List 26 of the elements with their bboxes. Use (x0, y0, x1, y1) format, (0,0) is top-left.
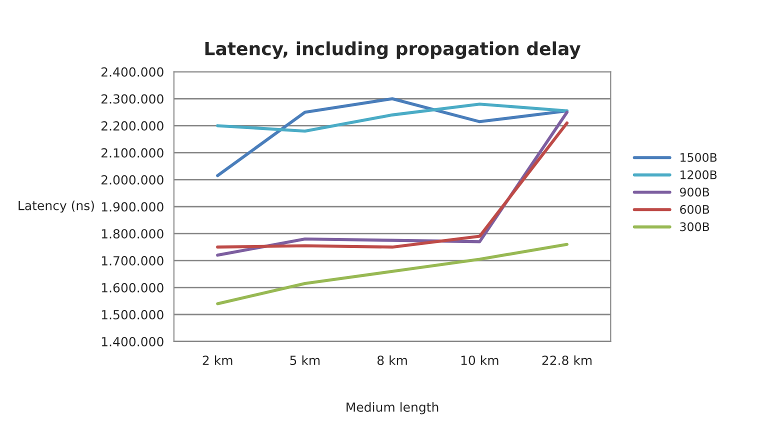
y-tick-label: 1.800.000 (102, 229, 164, 239)
y-axis-title: Latency (ns) (18, 200, 94, 213)
y-tick-label: 2.200.000 (102, 121, 164, 131)
line-series (216, 102, 569, 133)
y-tick-label: 2.100.000 (102, 148, 164, 158)
x-tick-label: 2 km (202, 355, 232, 365)
x-tick-label: 22.8 km (542, 355, 592, 366)
legend-label: 600B (680, 204, 710, 214)
x-tick-label: 10 km (461, 355, 498, 366)
legend-label: 900B (680, 188, 710, 197)
x-tick-label: 8 km (377, 355, 407, 366)
y-tick-label: 2.000.000 (102, 175, 164, 185)
y-tick-label: 1.900.000 (102, 202, 164, 212)
chart-title: Latency, including propagation delay (205, 41, 581, 60)
y-tick-label: 1.700.000 (102, 256, 164, 266)
x-axis-title: Medium length (346, 402, 438, 414)
legend-label: 1200B (680, 170, 717, 180)
y-tick-label: 2.400.000 (102, 67, 164, 77)
legend-label: 300B (680, 222, 710, 232)
y-tick-label: 2.300.000 (102, 94, 164, 104)
y-tick-label: 1.500.000 (102, 310, 164, 320)
y-tick-label: 1.400.000 (102, 336, 164, 346)
x-tick-label: 5 km (290, 355, 320, 366)
line-series (216, 242, 569, 306)
legend-label: 1500B (680, 152, 717, 162)
y-tick-label: 1.600.000 (102, 283, 164, 292)
